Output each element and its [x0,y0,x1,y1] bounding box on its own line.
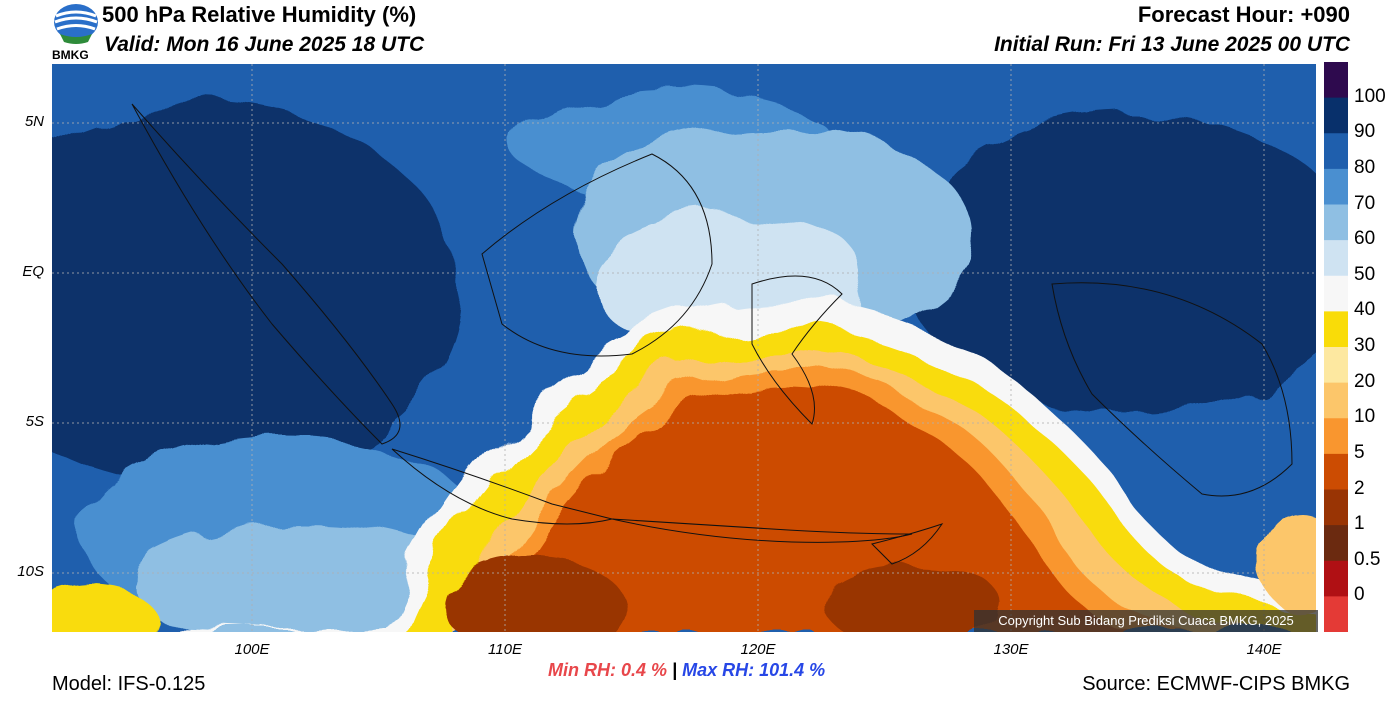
min-rh-label: Min RH: [548,660,616,680]
colorbar-level-label: 1 [1354,513,1365,535]
colorbar-level-label: 60 [1354,228,1376,250]
colorbar-level-label: 10 [1354,406,1376,428]
data-source: Source: ECMWF-CIPS BMKG [1082,673,1350,695]
lat-label-5s: 5S [25,413,44,430]
colorbar-level-label: 100 [1354,85,1386,107]
colorbar-swatch [1324,168,1348,205]
initial-run: Initial Run: Fri 13 June 2025 00 UTC [994,33,1350,56]
colorbar-swatch [1324,489,1348,526]
colorbar-level-label: 20 [1354,370,1376,392]
coastlines [131,103,1293,565]
bmkg-logo [52,2,100,58]
colorbar-level-label: 0.5 [1354,548,1381,570]
lon-label-120e: 120E [740,641,776,658]
colorbar-level-label: 2 [1354,477,1365,499]
lon-label-110e: 110E [488,641,522,658]
model-name: Model: IFS-0.125 [52,673,206,695]
colorbar-swatch [1324,596,1348,632]
lon-label-100e: 100E [234,641,270,658]
colorbar-swatch [1324,97,1348,134]
colorbar-swatch [1324,560,1348,597]
colorbar-level-label: 40 [1354,299,1376,321]
colorbar-level-label: 0 [1354,584,1365,606]
lon-label-140e: 140E [1246,641,1282,658]
colorbar-swatch [1324,133,1348,170]
graticule [52,64,1316,632]
colorbar-swatch [1324,525,1348,562]
lon-label-130e: 130E [993,641,1029,658]
colorbar-level-label: 90 [1354,121,1376,143]
rh-stats: Min RH: 0.4 % | Max RH: 101.4 % [548,660,825,681]
lat-label-5n: 5N [24,113,44,130]
colorbar-swatch [1324,240,1348,277]
valid-time: Valid: Mon 16 June 2025 18 UTC [104,33,425,56]
colorbar-level-label: 30 [1354,335,1376,356]
colorbar-swatch [1324,311,1348,348]
stats-separator: | [672,660,678,680]
colorbar-level-label: 50 [1354,263,1376,285]
colorbar-swatch [1324,347,1348,384]
max-rh: Max RH: 101.4 % [682,660,826,680]
colorbar-swatch [1324,62,1348,99]
colorbar-swatch [1324,382,1348,419]
logo-text: BMKG [52,48,89,62]
lat-label-10s: 10S [17,563,44,580]
colorbar-level-label: 70 [1354,192,1376,214]
colorbar-swatch [1324,418,1348,455]
humidity-map [52,64,1316,632]
colorbar-level-label: 80 [1354,156,1376,178]
colorbar-swatch [1324,453,1348,490]
copyright-notice: Copyright Sub Bidang Prediksi Cuaca BMKG… [974,610,1318,632]
colorbar-swatch [1324,275,1348,312]
colorbar [1324,62,1348,632]
colorbar-level-label: 5 [1354,441,1365,463]
humidity-field [52,64,1316,632]
colorbar-swatch [1324,204,1348,241]
lat-label-eq: EQ [22,263,44,280]
forecast-hour: Forecast Hour: +090 [1137,2,1350,27]
map-title: 500 hPa Relative Humidity (%) [102,2,417,27]
min-rh-value: 0.4 % [621,660,668,680]
